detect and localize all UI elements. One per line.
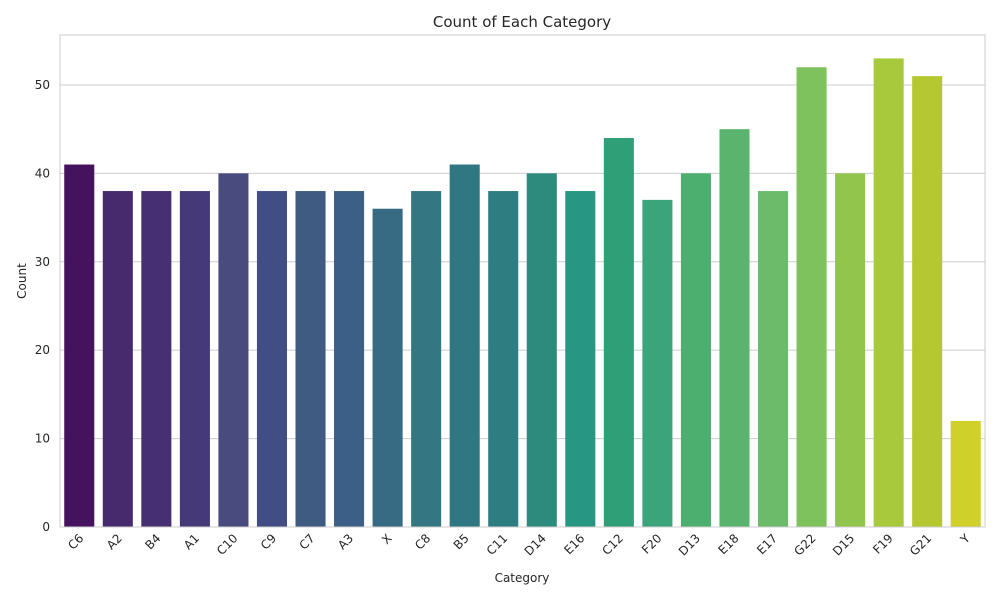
x-tick-label: C11 xyxy=(484,531,511,558)
bar-y xyxy=(950,420,981,527)
y-tick-label: 10 xyxy=(35,432,50,446)
x-tick-label: E17 xyxy=(754,531,780,557)
x-tick-label: A3 xyxy=(335,531,356,552)
x-tick-label: D13 xyxy=(676,531,703,558)
bar-c11 xyxy=(488,191,519,527)
bar-x xyxy=(372,208,403,527)
x-tick-label: G21 xyxy=(907,531,934,558)
x-tick-label: Y xyxy=(957,531,973,547)
bar-a1 xyxy=(179,191,210,527)
bar-e17 xyxy=(757,191,789,527)
x-tick-label: C7 xyxy=(296,531,317,552)
x-tick-label: E16 xyxy=(561,531,587,557)
bar-c10 xyxy=(218,173,249,527)
x-tick-label: G22 xyxy=(791,531,818,558)
x-tick-label: C6 xyxy=(65,531,86,552)
bar-c12 xyxy=(603,137,634,527)
bar-d14 xyxy=(526,173,557,527)
x-tick-label: C10 xyxy=(214,531,241,558)
y-tick-label: 20 xyxy=(35,343,50,357)
x-tick-label: D15 xyxy=(830,531,857,558)
bar-g22 xyxy=(796,67,827,528)
x-tick-label: D14 xyxy=(522,531,549,558)
bar-c7 xyxy=(295,191,326,527)
y-tick-label: 0 xyxy=(42,520,50,534)
y-axis-label: Count xyxy=(15,263,29,299)
x-tick-labels: C6 A2 B4 A1 C10 C9 C7 A3 X C8 B5 C11 D14 E16 C12 F20 D13… xyxy=(65,531,973,559)
bar-b5 xyxy=(449,164,480,528)
x-tick-label: A1 xyxy=(181,531,202,552)
bar-d13 xyxy=(680,173,711,527)
bar-e16 xyxy=(565,191,596,527)
x-tick-label: B4 xyxy=(142,531,163,552)
bar-c6 xyxy=(64,164,95,528)
bars xyxy=(64,58,981,528)
bar-b4 xyxy=(141,191,172,527)
y-tick-label: 40 xyxy=(35,166,50,180)
plot-frame xyxy=(59,34,986,528)
y-tick-labels: 0 10 20 30 40 50 xyxy=(35,78,50,534)
x-tick-label: A2 xyxy=(104,531,125,552)
bar-a2 xyxy=(102,191,133,527)
x-tick-label: X xyxy=(379,531,395,547)
chart-title: Count of Each Category xyxy=(433,13,611,31)
bar-c8 xyxy=(411,191,442,527)
x-tick-label: C12 xyxy=(599,531,626,558)
bar-d15 xyxy=(835,173,866,527)
y-tick-label: 30 xyxy=(35,255,50,269)
bar-g21 xyxy=(912,76,943,528)
bar-f20 xyxy=(642,199,673,527)
x-tick-label: C9 xyxy=(258,531,279,552)
x-tick-label: F20 xyxy=(639,531,665,557)
bar-e18 xyxy=(719,129,750,527)
x-tick-label: F19 xyxy=(870,531,896,557)
y-tick-label: 50 xyxy=(35,78,50,92)
bar-c9 xyxy=(256,191,288,527)
x-tick-label: C8 xyxy=(412,531,433,552)
bar-a3 xyxy=(334,191,365,527)
bar-f19 xyxy=(873,58,904,528)
x-axis-label: Category xyxy=(495,571,550,585)
x-tick-label: E18 xyxy=(716,531,742,557)
x-tick-label: B5 xyxy=(451,531,472,552)
